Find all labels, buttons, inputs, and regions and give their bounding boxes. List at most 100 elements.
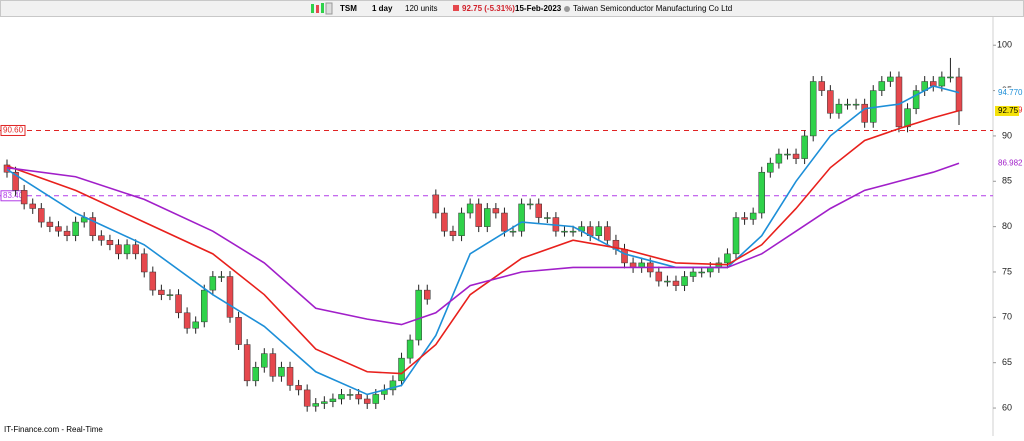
candle-body [183,312,191,329]
y-tick-label: 90 [1002,130,1012,140]
candle-body [827,90,834,114]
candle-body [861,103,868,123]
candle-body [329,398,337,402]
candle-body [20,190,28,205]
candle-body [286,366,294,386]
y-tick-label: 100 [997,40,1012,50]
candle-body [784,153,791,156]
units[interactable]: 120 units [405,4,437,13]
candle-body [809,81,817,137]
level-flag [0,124,26,136]
moving-average [6,162,960,326]
candle-body [466,203,474,214]
candle-body [569,230,577,233]
candle-body [621,249,628,264]
candle-body [561,230,568,233]
candle-body [372,394,380,404]
y-tick-label: 65 [1002,357,1012,367]
candle-body [432,194,440,214]
candle-body [424,289,431,300]
candle-body [123,244,131,255]
date: 15-Feb-2023 [515,4,562,13]
candle-body [46,221,54,227]
candle-body [475,203,482,227]
candle-body [724,253,731,264]
icon[interactable] [325,2,333,15]
company: Taiwan Semiconductor Manufacturing Co Lt… [573,4,732,13]
value-flag-label: 86.982 [998,158,1023,167]
candle-body [698,271,705,274]
value-flag [995,158,1023,169]
last-price-label: 92.75 [998,106,1019,115]
candle-body [106,239,114,246]
candle-body [243,344,251,382]
candle-body [792,153,800,159]
candle-body [389,380,397,391]
symbol[interactable]: TSM [340,4,357,13]
candle-body [878,81,886,91]
candle-body [844,103,851,106]
candle-body [458,212,465,236]
candle-body [398,357,405,382]
candle-body [415,289,422,341]
candle-body [689,271,697,277]
candle-body [55,226,62,232]
icon [453,5,459,11]
candle-body [852,103,860,106]
candle-body [912,90,920,109]
candle-body [441,212,448,232]
candle-body [166,294,174,296]
candle-body [269,353,277,377]
interval[interactable]: 1 day [372,4,393,13]
candle-body [72,221,79,236]
candle-body [363,398,371,404]
candle-body [338,394,345,400]
candle-body [655,271,663,282]
candle-body [132,244,139,255]
candle-body [544,217,551,219]
candle-body [158,289,165,295]
icon [316,5,319,13]
last-price-flag [995,105,1019,116]
candle-body [801,135,808,159]
candle-body [526,203,534,206]
candle-body [140,253,148,273]
candle-body [278,366,285,377]
y-tick-label: 85 [1002,176,1012,186]
candle-body [501,212,508,232]
candle-body [89,217,97,236]
value-flag-label: 94.770 [998,88,1023,97]
candle-body [201,289,208,323]
candle-body [775,153,783,164]
candle-body [749,212,757,220]
candle-body [767,162,774,173]
candle-body [835,103,843,114]
level-label: 90.60 [3,126,24,135]
level-label: 83.40 [3,191,24,200]
candle-body [149,271,157,291]
y-tick-label: 75 [1002,266,1012,276]
candle-body [175,294,182,314]
candle-body [664,280,671,283]
candle-body [303,389,311,407]
candle-body [484,208,491,227]
candle-body [321,401,328,404]
candle-body [312,403,320,407]
candle-body [604,226,611,241]
candle-body [818,81,826,91]
candle-body [406,339,414,359]
moving-average [6,109,960,375]
moving-average [6,85,960,396]
candle-body [518,203,525,232]
candle-body [449,230,457,236]
candle-body [252,366,259,382]
candle-body [12,171,19,191]
candle-body [355,394,362,400]
candle-body [38,208,45,223]
candle-body [904,108,911,128]
icon [311,4,314,13]
candle-body [509,230,517,233]
candle-body [218,276,225,278]
candle-body [346,394,354,396]
